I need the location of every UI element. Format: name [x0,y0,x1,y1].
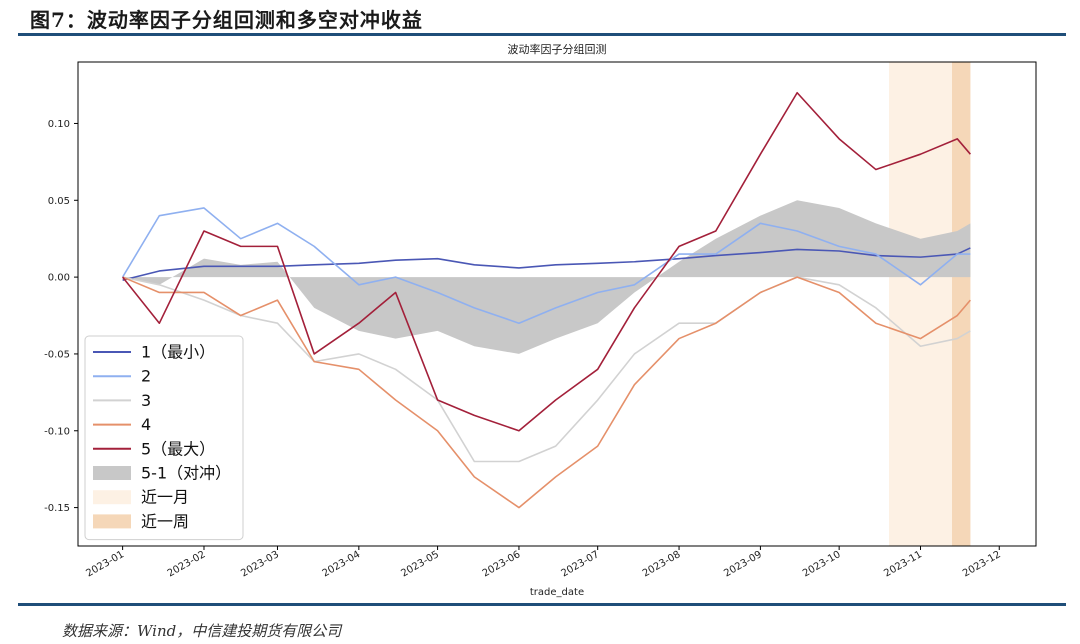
legend-swatch-8 [93,514,131,529]
x-tick-label-6: 2023-06 [481,549,523,579]
series-line-3 [122,276,971,463]
x-tick-label-12: 2023-12 [961,549,1003,579]
figure-title: 图7：波动率因子分组回测和多空对冲收益 [30,8,423,32]
highlight-bands [889,62,971,546]
x-tick-label-8: 2023-08 [641,549,683,579]
legend-swatch-7 [93,490,131,505]
legend-label-1: 1（最小） [141,343,215,362]
legend-label-5: 5（最大） [141,439,215,458]
x-tick-label-11: 2023-11 [882,549,924,579]
series-line-4 [122,276,971,509]
x-tick-label-4: 2023-04 [321,549,363,579]
highlight-band-2 [952,62,971,546]
x-axis-ticks: 2023-01 2023-02 2023-03 2023-04 2023-05 2023-… [84,546,1003,579]
series-line-2 [121,207,971,325]
legend-label-8: 近一周 [141,512,189,531]
y-tick-label-6: -0.15 [44,503,70,514]
y-tick-label-5: -0.10 [44,426,70,437]
legend-swatch-6 [93,466,131,480]
x-tick-label-3: 2023-03 [239,549,281,579]
legend-label-3: 3 [141,391,151,410]
legend-label-2: 2 [141,367,151,386]
y-tick-label-1: 0.10 [48,119,70,130]
series-line-5 [121,91,971,432]
series-lines [121,91,971,509]
x-tick-label-1: 2023-01 [84,549,126,579]
hedge-area [122,200,971,354]
series-line-1 [122,247,971,281]
source-note: 数据来源：Wind，中信建投期货有限公司 [62,622,342,640]
y-tick-label-3: 0.00 [48,273,70,284]
series-area-hedge [122,200,971,354]
legend-label-7: 近一月 [141,488,189,507]
x-tick-label-10: 2023-10 [801,549,843,579]
y-axis-ticks: 0.10 0.05 0.00 -0.05 -0.10 -0.15 [44,119,78,514]
backtest-chart: 波动率因子分组回测 0.100.050.00-0.05-0.10-0.15 20… [44,42,1037,598]
legend-box [84,335,244,541]
y-tick-label-2: 0.05 [48,196,70,207]
x-tick-label-9: 2023-09 [722,549,764,579]
y-tick-label-4: -0.05 [44,349,70,360]
legend-label-6: 5-1（对冲） [141,464,231,483]
top-rule [18,33,1066,36]
x-tick-label-5: 2023-05 [399,549,441,579]
legend-label-4: 4 [141,415,151,434]
x-axis-label: trade_date [530,587,584,598]
x-tick-label-2: 2023-02 [166,549,208,579]
chart-title: 波动率因子分组回测 [508,42,607,56]
x-tick-label-7: 2023-07 [559,549,601,579]
bottom-rule [18,603,1066,606]
plot-frame [77,61,1037,547]
